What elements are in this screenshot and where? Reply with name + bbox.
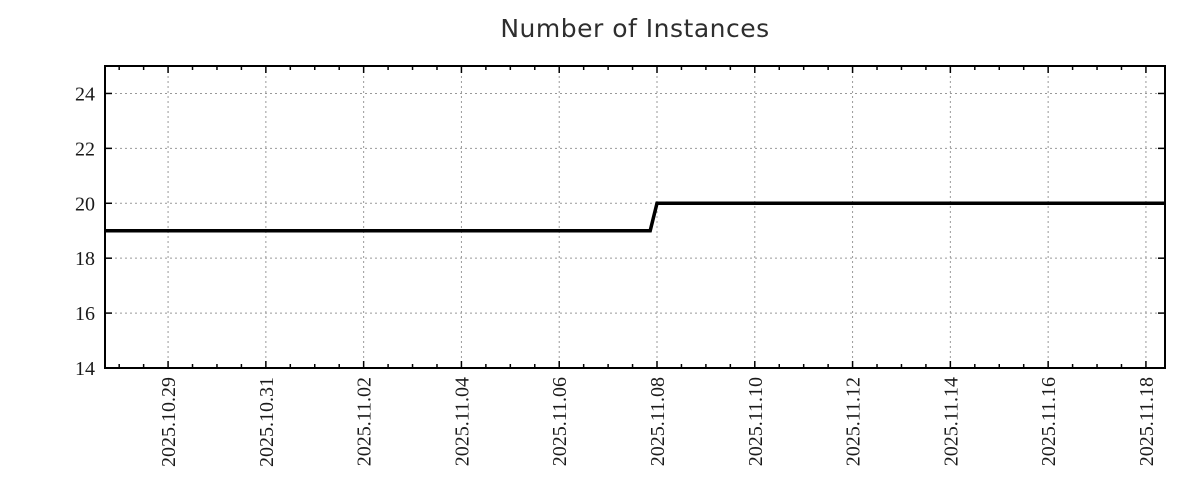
x-tick-label: 2025.11.16 [1038, 377, 1060, 466]
data-line-instances [105, 201, 1165, 233]
x-tick-label: 2025.11.14 [940, 377, 962, 466]
y-tick-label: 24 [75, 83, 95, 105]
x-tick-label: 2025.11.10 [745, 377, 767, 466]
plot-border [104, 65, 1166, 369]
y-tick-label: 20 [75, 193, 95, 215]
y-tick-label: 16 [75, 303, 95, 325]
x-tick-label: 2025.11.12 [843, 377, 865, 466]
x-tick-label: 2025.11.08 [647, 377, 669, 466]
x-tick-label: 2025.11.04 [451, 377, 473, 466]
x-tick-label: 2025.10.29 [158, 377, 180, 467]
y-tick-label: 22 [75, 138, 95, 160]
x-tick-label: 2025.11.18 [1136, 377, 1158, 466]
x-tick-label: 2025.11.02 [354, 377, 376, 466]
y-tick-label: 18 [75, 248, 95, 270]
x-tick-label: 2025.11.06 [549, 377, 571, 466]
x-tick-label: 2025.10.31 [256, 377, 278, 467]
y-tick-label: 14 [75, 358, 95, 380]
chart-title: Number of Instances [500, 14, 770, 43]
